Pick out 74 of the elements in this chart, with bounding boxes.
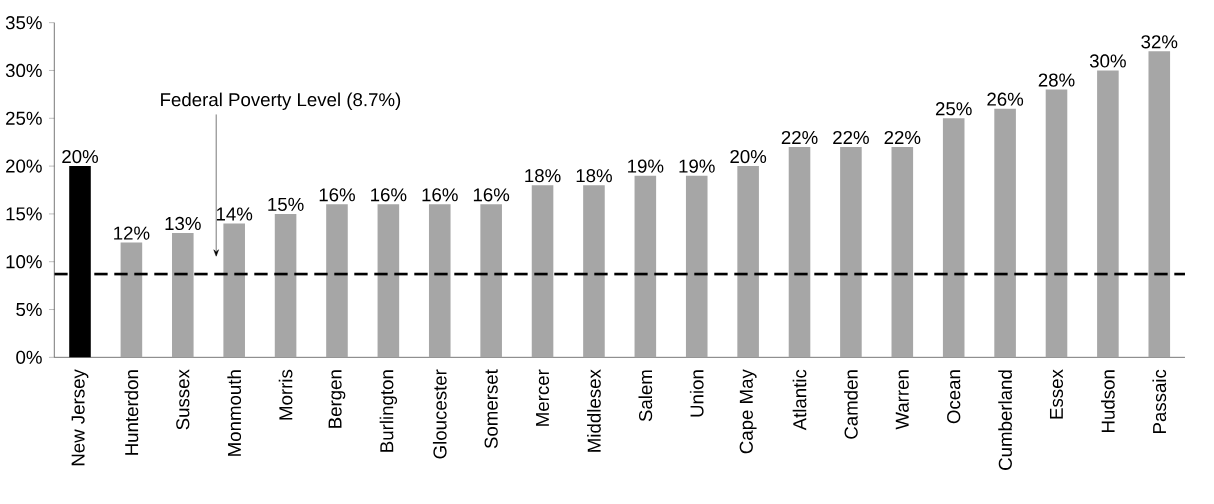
data-label: 28% (1038, 73, 1075, 87)
x-tick-label: Passaic (1152, 369, 1167, 433)
y-tick-label: 35% (5, 16, 42, 30)
bar (942, 118, 965, 358)
data-label: 25% (935, 102, 972, 116)
x-tick-label: Morris (278, 369, 293, 420)
x-tick-label: Mercer (536, 369, 550, 426)
y-tick-label: 25% (6, 111, 42, 125)
x-tick-label: Cape May (739, 369, 757, 454)
x-tick-label: Hudson (1101, 370, 1115, 432)
bar (1045, 89, 1068, 358)
y-tick-label: 0% (16, 350, 42, 364)
x-tick-label: Hunterdon (124, 370, 139, 455)
y-tick-label: 15% (6, 207, 42, 221)
data-label: 32% (1141, 35, 1178, 49)
bar (685, 175, 708, 358)
x-tick-label: Sussex (176, 369, 190, 430)
bar (737, 166, 759, 358)
bar (480, 204, 502, 358)
data-label: 12% (114, 226, 150, 240)
bar (120, 242, 143, 358)
bar (840, 146, 862, 358)
bar (583, 185, 605, 358)
x-tick-label: Ocean (947, 370, 961, 424)
x-tick-label: Gloucester (432, 369, 447, 459)
x-tick-label: Middlesex (587, 369, 601, 452)
data-label: 13% (165, 216, 201, 231)
data-label: 22% (833, 130, 869, 145)
x-tick-label: Camden (844, 370, 858, 439)
bar (223, 223, 245, 358)
data-label: 26% (987, 92, 1024, 106)
data-label: 20% (730, 149, 767, 164)
x-tick-label: Monmouth (227, 370, 242, 456)
bar (274, 213, 297, 358)
data-label: 16% (371, 188, 407, 202)
data-label: 16% (422, 188, 458, 202)
ref-line-label: Federal Poverty Level (8.7%) (161, 92, 401, 110)
bar (1097, 70, 1119, 358)
bar (788, 146, 811, 358)
x-tick-label: Atlantic (792, 369, 807, 431)
data-label: 14% (216, 207, 253, 221)
bar (172, 233, 194, 358)
bar (326, 204, 348, 358)
bar (531, 185, 554, 358)
x-tick-label: New Jersey (71, 369, 89, 466)
bar (634, 175, 657, 358)
data-label: 19% (679, 159, 715, 173)
y-tick-label: 5% (16, 302, 42, 317)
bar (994, 108, 1016, 358)
data-label: 30% (1089, 54, 1126, 68)
y-tick-label: 30% (5, 63, 42, 78)
bar (891, 146, 914, 358)
x-tick-label: Essex (1049, 369, 1064, 419)
data-label: 16% (319, 188, 355, 202)
x-tick-label: Burlington (379, 370, 398, 452)
x-tick-label: Somerset (484, 369, 498, 449)
bar (428, 204, 451, 358)
data-label: 18% (576, 169, 612, 183)
data-label: 19% (628, 159, 664, 173)
data-label: 16% (473, 188, 510, 202)
x-tick-label: Cumberland (998, 370, 1012, 470)
data-label: 22% (884, 130, 921, 145)
y-tick-label: 20% (6, 159, 42, 173)
bar (377, 204, 400, 358)
x-tick-label: Warren (895, 370, 909, 430)
data-label: 20% (62, 149, 99, 164)
x-tick-label: Bergen (328, 370, 346, 428)
bar (1148, 51, 1171, 358)
data-label: 22% (781, 130, 818, 145)
data-label: 18% (525, 169, 561, 183)
x-tick-label: Union (689, 370, 704, 417)
data-label: 15% (268, 197, 304, 211)
y-tick-label: 10% (6, 255, 42, 269)
x-tick-label: Salem (638, 370, 653, 422)
